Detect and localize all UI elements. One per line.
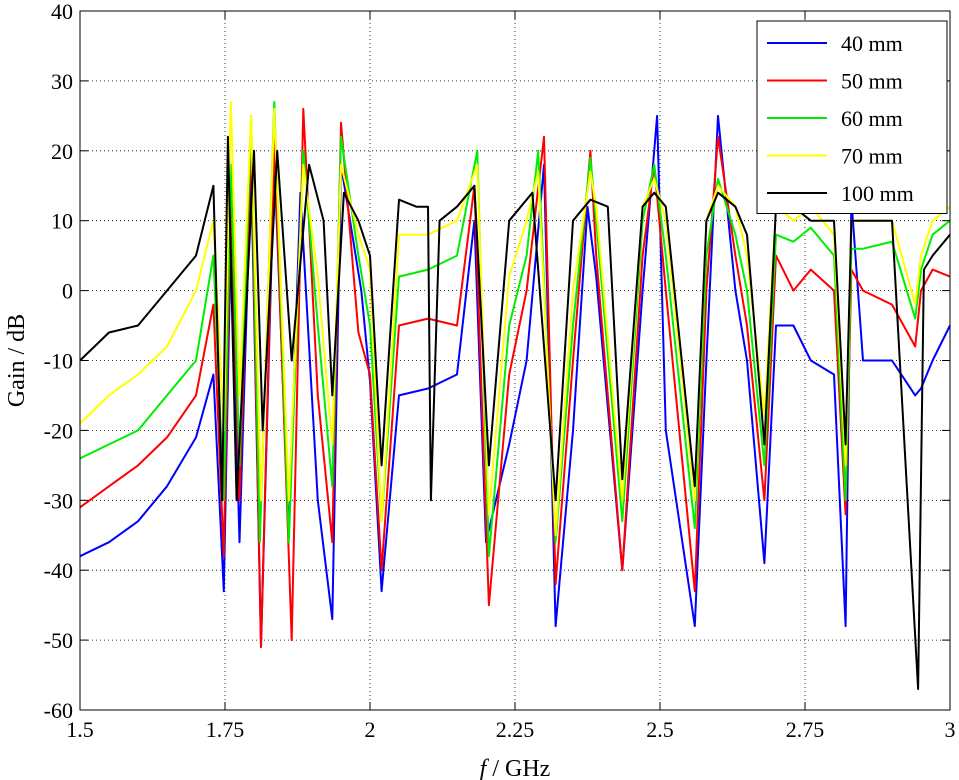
- y-tick-label: -30: [44, 488, 73, 513]
- series-lines: [79, 100, 951, 690]
- y-tick-label: 20: [51, 139, 73, 164]
- x-tick-label: 2.75: [786, 717, 825, 742]
- y-tick-label: -20: [44, 418, 73, 443]
- legend-label: 60 mm: [841, 106, 903, 131]
- y-tick-label: 30: [51, 69, 73, 94]
- y-tick-label: 40: [51, 0, 73, 24]
- legend-label: 40 mm: [841, 31, 903, 56]
- y-ticks: -60 -50 -40 -30 -20 -10 0 10 20 30 40: [44, 0, 950, 723]
- x-tick-label: 2.5: [646, 717, 674, 742]
- x-axis-label-symbol: f: [480, 756, 490, 780]
- y-tick-label: 10: [51, 209, 73, 234]
- x-ticks: 1.5 1.75 2 2.25 2.5 2.75 3: [66, 11, 956, 742]
- x-tick-label: 2.25: [496, 717, 535, 742]
- legend-label: 70 mm: [841, 144, 903, 169]
- x-axis-label: f / GHz: [480, 756, 551, 780]
- x-tick-label: 1.75: [206, 717, 245, 742]
- y-tick-label: -10: [44, 349, 73, 374]
- legend: 40 mm 50 mm 60 mm 70 mm 100 mm: [756, 20, 948, 214]
- legend-label: 100 mm: [841, 181, 914, 206]
- series-line-100-mm: [79, 135, 951, 690]
- x-axis-label-unit: / GHz: [486, 756, 550, 780]
- x-tick-label: 2: [365, 717, 376, 742]
- x-tick-label: 3: [945, 717, 956, 742]
- y-tick-label: -60: [44, 698, 73, 723]
- y-tick-label: -40: [44, 558, 73, 583]
- y-tick-label: -50: [44, 628, 73, 653]
- x-tick-label: 1.5: [66, 717, 94, 742]
- legend-label: 50 mm: [841, 69, 903, 94]
- y-tick-label: 0: [62, 279, 73, 304]
- y-axis-label: Gain / dB: [4, 314, 30, 407]
